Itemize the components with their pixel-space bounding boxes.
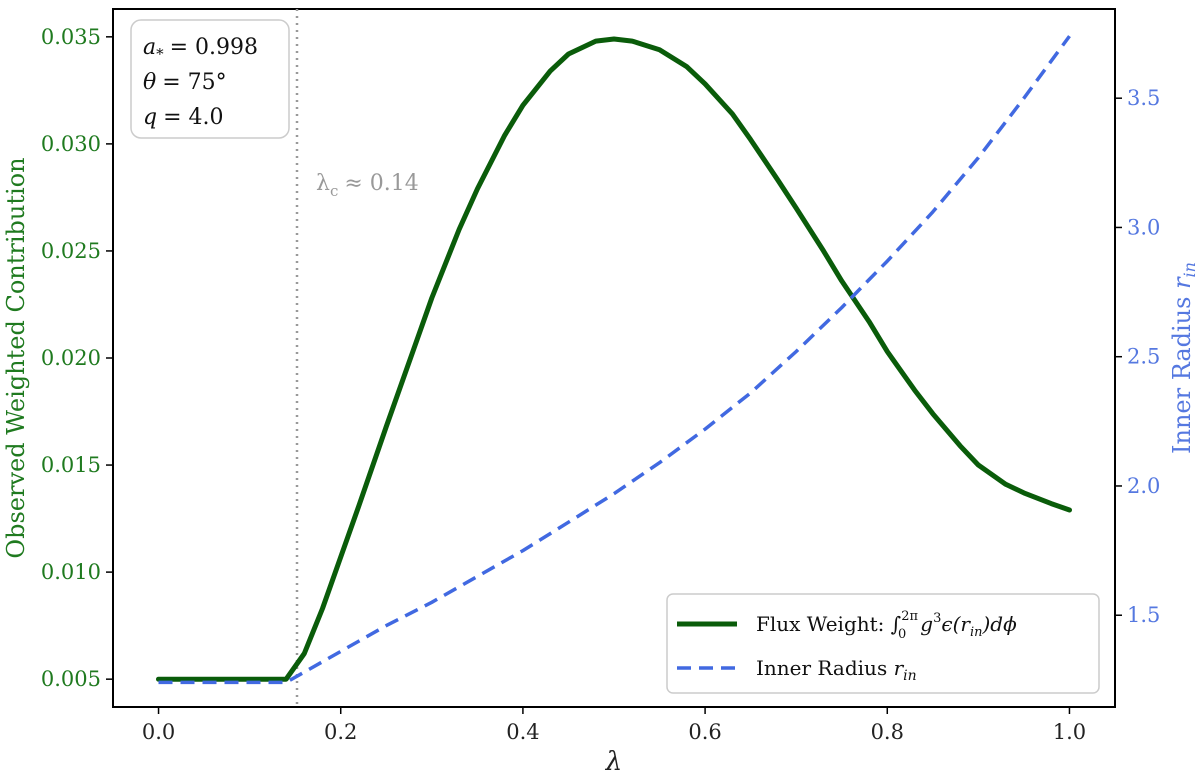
parameter-box: a* = 0.998 θ = 75° q = 4.0: [130, 19, 290, 139]
legend-flux-lower: 0: [898, 627, 906, 642]
legend-flux-eps: ϵ(r: [941, 612, 971, 636]
y-axis-right-label-sub: in: [1180, 262, 1199, 277]
bottom-tick-label: 1.0: [1053, 720, 1086, 744]
legend-flux-text: Flux Weight: ∫: [756, 612, 901, 636]
left-tick-label: 0.015: [41, 453, 101, 477]
critical-lambda-label: λc ≈ 0.14: [316, 171, 419, 200]
left-tick-label: 0.025: [41, 239, 101, 263]
right-tick-label: 3.0: [1127, 215, 1160, 239]
x-axis-label: λ: [605, 747, 622, 777]
y-axis-left-label: Observed Weighted Contribution: [2, 157, 30, 558]
right-tick-label: 3.5: [1127, 86, 1160, 110]
left-tick-label: 0.005: [41, 667, 101, 691]
left-tick-label: 0.035: [41, 25, 101, 49]
flux-weight-line: [156, 36, 1072, 682]
legend-radius-text: Inner Radius: [756, 656, 894, 680]
legend-flux-end: )dϕ: [982, 612, 1018, 636]
param-spin: a* = 0.998: [143, 35, 258, 63]
left-tick-label: 0.030: [41, 132, 101, 156]
bottom-axis-ticks: 0.0 0.2 0.4 0.6 0.8 1.0: [142, 707, 1086, 744]
left-tick-label: 0.020: [41, 346, 101, 370]
series-layer: [156, 35, 1072, 685]
bottom-tick-label: 0.2: [324, 720, 357, 744]
legend-label-flux: Flux Weight: ∫2π 0 g3ϵ(rin)dϕ: [756, 609, 1017, 642]
legend-radius-sub: in: [903, 668, 917, 684]
parameter-box-frame: [130, 19, 290, 139]
right-tick-label: 2.0: [1127, 474, 1160, 498]
legend-flux-upper: 2π: [901, 609, 918, 624]
param-theta-value: = 75°: [162, 70, 226, 95]
right-tick-label: 1.5: [1127, 603, 1160, 627]
param-q-value: = 4.0: [163, 105, 223, 130]
critical-lambda-symbol: λ: [316, 171, 330, 196]
legend-frame: [666, 593, 1100, 694]
legend-radius-var: r: [894, 656, 905, 680]
bottom-tick-label: 0.0: [142, 720, 175, 744]
param-spin-sub: *: [156, 45, 164, 63]
param-q-symbol: q: [143, 105, 157, 130]
param-q: q = 4.0: [143, 105, 224, 130]
critical-lambda-value: ≈ 0.14: [344, 171, 418, 196]
legend: Flux Weight: ∫2π 0 g3ϵ(rin)dϕ Inner Radius…: [666, 593, 1100, 694]
param-spin-symbol: a: [143, 35, 156, 60]
param-theta-symbol: θ: [143, 70, 156, 95]
bottom-tick-label: 0.4: [506, 720, 539, 744]
critical-lambda-subscript: c: [330, 182, 338, 200]
legend-flux-sub: in: [970, 625, 983, 640]
right-tick-label: 2.5: [1127, 345, 1160, 369]
param-spin-value: = 0.998: [170, 35, 258, 60]
legend-flux-pow: 3: [933, 611, 941, 626]
bottom-tick-label: 0.6: [688, 720, 721, 744]
bottom-tick-label: 0.8: [871, 720, 904, 744]
y-axis-right-label-var: r: [1168, 276, 1196, 289]
legend-flux-g: g: [920, 612, 933, 636]
y-axis-right-label-text: Inner Radius: [1168, 289, 1196, 454]
legend-label-radius: Inner Radius rin: [756, 656, 917, 684]
y-axis-right-label: Inner Radius rin: [1168, 262, 1199, 454]
left-axis-ticks: 0.005 0.010 0.015 0.020 0.025 0.030 0.035: [41, 25, 113, 691]
inner-radius-line: [158, 35, 1071, 685]
left-tick-label: 0.010: [41, 560, 101, 584]
param-theta: θ = 75°: [143, 70, 227, 95]
right-axis-ticks: 1.5 2.0 2.5 3.0 3.5: [1115, 86, 1160, 627]
